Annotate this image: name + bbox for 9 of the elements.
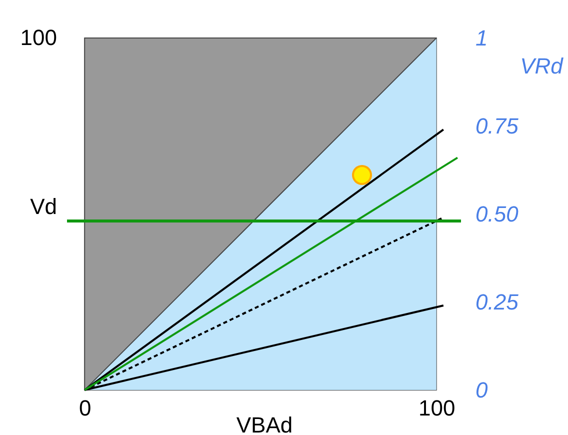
ref-line-label: Vd [30, 194, 57, 220]
y-tick-label: 1 [476, 26, 488, 50]
y-axis-title: VRd [520, 54, 564, 78]
y-tick-label: 0.50 [476, 202, 520, 226]
text: 100 [20, 25, 57, 50]
x-axis-title: VBAd [236, 412, 293, 435]
y-tick-label: 0.75 [476, 114, 520, 138]
y-tick-label: 0.25 [476, 290, 520, 314]
y-tick-label: 0 [476, 378, 488, 402]
